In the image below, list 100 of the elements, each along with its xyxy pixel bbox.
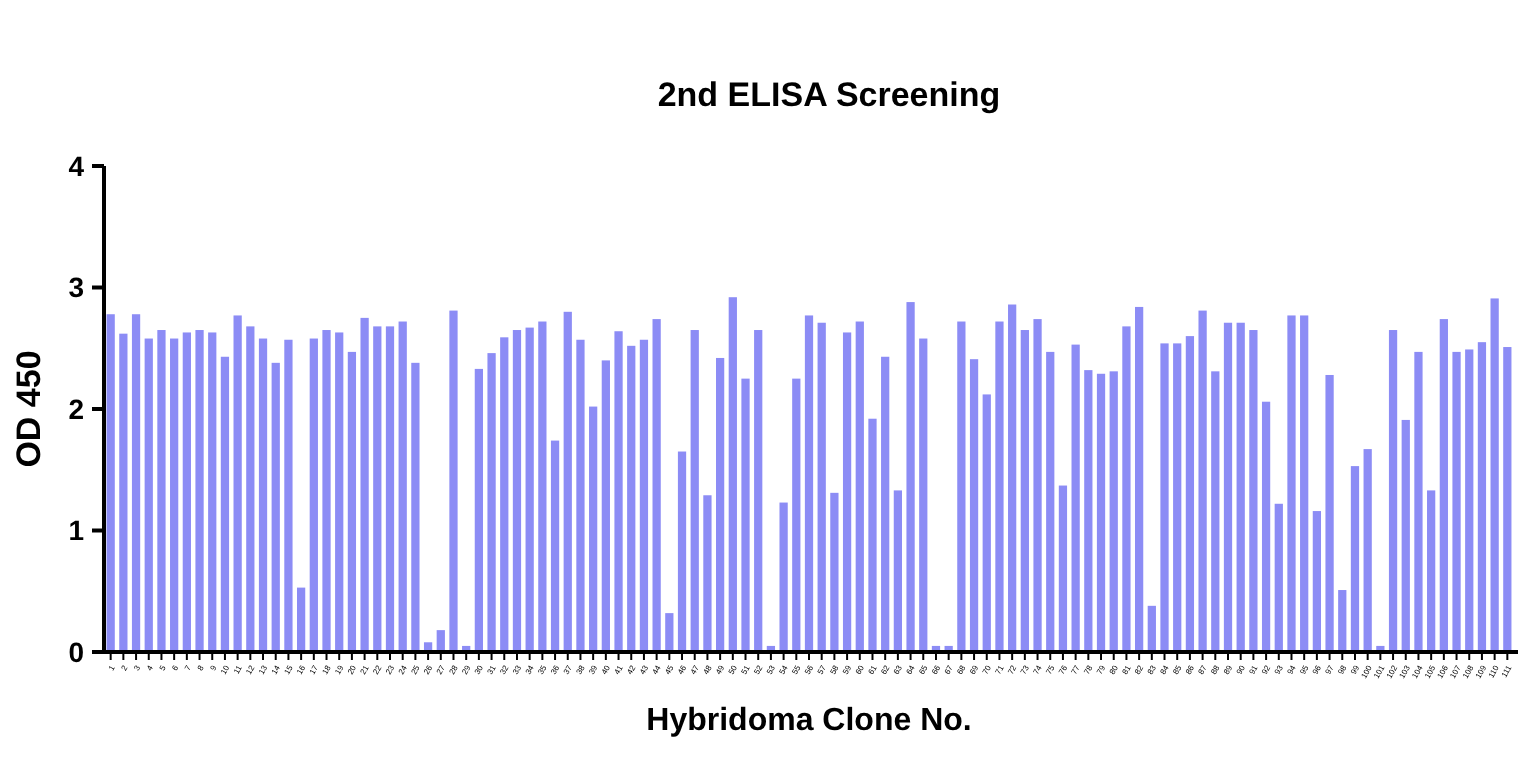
bar bbox=[1452, 351, 1461, 652]
bar bbox=[652, 319, 661, 652]
chart-title: 2nd ELISA Screening bbox=[657, 76, 1001, 114]
bar bbox=[1236, 322, 1245, 652]
bar bbox=[1363, 449, 1372, 652]
bar bbox=[1427, 490, 1436, 652]
bar bbox=[373, 326, 382, 652]
bar bbox=[1338, 590, 1347, 652]
bar bbox=[309, 338, 318, 652]
bar bbox=[703, 495, 712, 652]
bar bbox=[398, 321, 407, 652]
bar bbox=[804, 315, 814, 652]
y-tick-label: 2 bbox=[68, 392, 85, 425]
bar bbox=[855, 321, 864, 652]
bar bbox=[715, 357, 725, 652]
bar bbox=[1401, 419, 1410, 652]
bar bbox=[1033, 319, 1042, 652]
bar bbox=[233, 315, 242, 652]
bar bbox=[881, 356, 890, 652]
bar bbox=[1490, 298, 1499, 652]
bar bbox=[779, 502, 788, 652]
bar bbox=[1160, 343, 1169, 652]
bar bbox=[792, 378, 801, 652]
bar bbox=[385, 326, 395, 652]
bar bbox=[1325, 374, 1334, 652]
bar bbox=[322, 330, 331, 652]
bar bbox=[1198, 310, 1207, 652]
bar bbox=[563, 311, 572, 652]
bar bbox=[182, 332, 191, 652]
bar bbox=[639, 339, 649, 652]
bar bbox=[1122, 326, 1131, 652]
bar bbox=[830, 492, 839, 652]
bar bbox=[1020, 330, 1029, 652]
bar bbox=[754, 330, 763, 652]
bar bbox=[982, 394, 991, 652]
bar bbox=[601, 360, 610, 652]
bar bbox=[817, 322, 826, 652]
bar bbox=[106, 314, 115, 652]
bar bbox=[538, 321, 547, 652]
y-tick-label: 1 bbox=[68, 514, 85, 547]
bar bbox=[1173, 343, 1182, 652]
bar bbox=[842, 332, 852, 652]
bar bbox=[690, 330, 699, 652]
bar bbox=[119, 333, 128, 652]
bar bbox=[1465, 349, 1474, 652]
bar bbox=[1046, 351, 1055, 652]
bar bbox=[220, 356, 230, 652]
bar bbox=[1503, 347, 1512, 652]
bar bbox=[1312, 511, 1322, 652]
x-axis-title: Hybridoma Clone No. bbox=[646, 704, 972, 738]
bar bbox=[919, 338, 928, 652]
bar bbox=[1350, 466, 1360, 652]
bar bbox=[868, 418, 877, 652]
y-tick-label: 4 bbox=[68, 149, 85, 182]
bar bbox=[995, 321, 1004, 652]
bar bbox=[131, 314, 141, 652]
bar bbox=[906, 302, 915, 652]
bar bbox=[1439, 319, 1448, 652]
bar bbox=[969, 359, 979, 652]
bar bbox=[1477, 342, 1487, 652]
bar bbox=[576, 339, 585, 652]
bar bbox=[525, 327, 534, 652]
bar bbox=[1147, 605, 1156, 652]
bar bbox=[449, 310, 458, 652]
bar bbox=[500, 337, 509, 652]
bar bbox=[957, 321, 966, 652]
bar bbox=[1185, 336, 1195, 652]
bar bbox=[335, 332, 344, 652]
bar bbox=[677, 451, 687, 652]
bar bbox=[208, 332, 217, 652]
bar bbox=[1109, 371, 1118, 652]
bar bbox=[144, 338, 153, 652]
bar bbox=[411, 362, 420, 652]
bar bbox=[170, 338, 179, 652]
bar bbox=[1249, 330, 1258, 652]
bar bbox=[1287, 315, 1296, 652]
y-tick-label: 3 bbox=[68, 271, 85, 304]
bar bbox=[741, 378, 750, 652]
bar bbox=[1300, 315, 1309, 652]
y-tick-label: 0 bbox=[68, 635, 85, 668]
bar bbox=[157, 330, 166, 652]
bar bbox=[1223, 322, 1233, 652]
bar bbox=[589, 406, 598, 652]
bar bbox=[512, 330, 522, 652]
bar bbox=[487, 353, 496, 652]
bar bbox=[284, 339, 293, 652]
bar bbox=[1058, 485, 1068, 652]
bar bbox=[296, 587, 306, 652]
bar bbox=[258, 338, 268, 652]
bar bbox=[246, 326, 255, 652]
bar bbox=[1211, 371, 1220, 652]
bar bbox=[1096, 373, 1106, 652]
y-axis-title: OD 450 bbox=[10, 350, 48, 468]
bar bbox=[1274, 503, 1283, 652]
bar bbox=[550, 440, 560, 652]
bar bbox=[614, 331, 623, 652]
bar bbox=[893, 490, 903, 652]
bar bbox=[627, 345, 636, 652]
bar bbox=[474, 368, 484, 652]
bar bbox=[1134, 306, 1144, 652]
